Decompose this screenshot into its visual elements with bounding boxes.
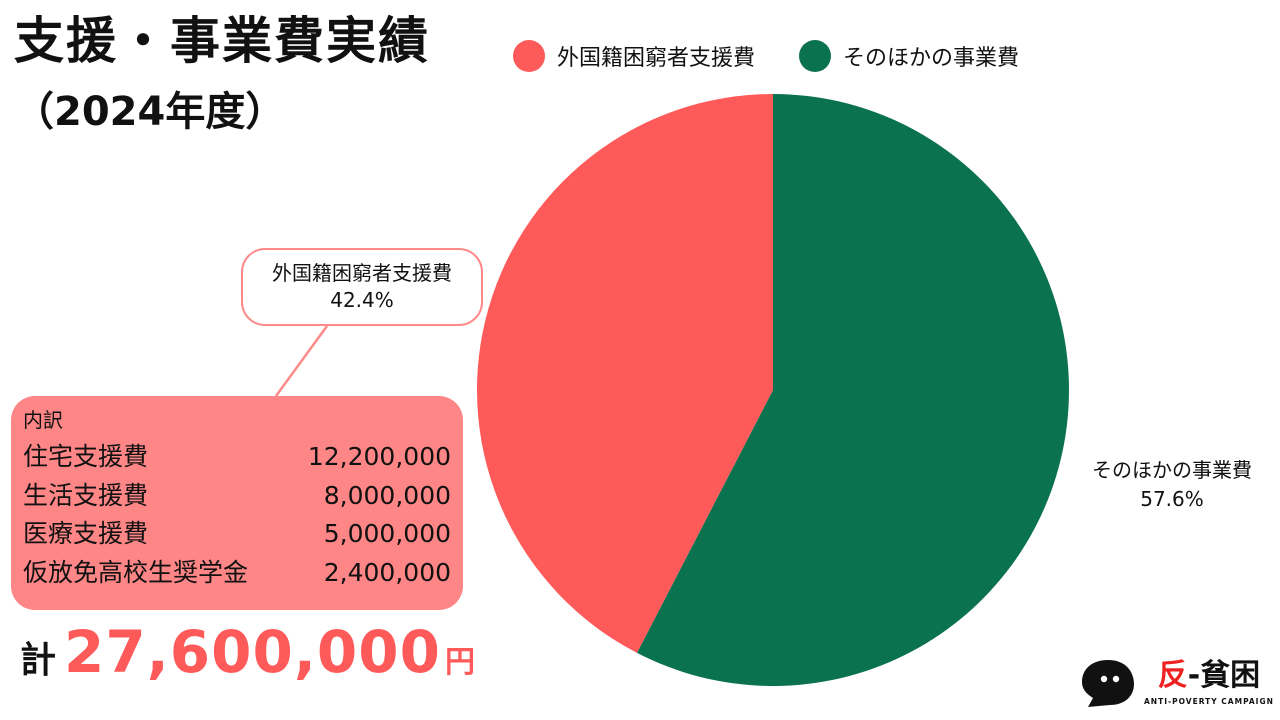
legend-swatch-green — [799, 40, 832, 72]
legend-label: そのほかの事業費 — [843, 46, 1020, 71]
legend-label: 外国籍困窮者支援費 — [557, 46, 756, 71]
logo-wordmark: 反-貧困 — [1157, 657, 1261, 693]
legend-item-foreign-support: 外国籍困窮者支援費 — [513, 40, 755, 72]
slice-percent: 42.4% — [330, 288, 394, 312]
breakdown-item-label: 医療支援費 — [23, 519, 149, 548]
pie-slice-foreign-support — [477, 94, 773, 653]
slice-label: 外国籍困窮者支援費 — [272, 261, 452, 285]
total-unit: 円 — [444, 645, 475, 680]
breakdown-row: 医療支援費 5,000,000 — [23, 515, 451, 554]
slice-label: そのほかの事業費 — [1092, 458, 1252, 482]
callout-connector — [274, 325, 329, 397]
total-label: 計 — [20, 640, 57, 681]
breakdown-item-value: 12,200,000 — [307, 442, 451, 471]
logo-text: 反-貧困 ANTI-POVERTY CAMPAIGN — [1144, 657, 1274, 706]
slice-label-other-expenses: そのほかの事業費 57.6% — [1062, 456, 1280, 514]
breakdown-title: 内訳 — [23, 408, 63, 432]
campaign-logo: 反-貧困 ANTI-POVERTY CAMPAIGN — [1080, 657, 1274, 709]
page-title: 支援・事業費実績 — [14, 12, 430, 70]
page-subtitle: （2024年度） — [14, 89, 286, 135]
breakdown-item-value: 8,000,000 — [323, 480, 451, 510]
breakdown-item-value: 5,000,000 — [323, 519, 451, 548]
mascot-icon — [1082, 660, 1134, 707]
total-amount: 計 27,600,000 円 — [20, 618, 475, 686]
breakdown-item-value: 2,400,000 — [323, 557, 451, 587]
breakdown-box: 内訳 住宅支援費 12,200,000 生活支援費 8,000,000 医療支援… — [11, 396, 463, 610]
chart-legend: 外国籍困窮者支援費 そのほかの事業費 — [513, 40, 1019, 72]
breakdown-row: 生活支援費 8,000,000 — [23, 477, 451, 516]
legend-item-other-expenses: そのほかの事業費 — [799, 40, 1019, 72]
legend-swatch-red — [513, 40, 545, 72]
total-value: 27,600,000 — [64, 618, 441, 686]
breakdown-item-label: 仮放免高校生奨学金 — [23, 557, 249, 587]
slice-callout-foreign-support: 外国籍困窮者支援費 42.4% — [241, 248, 483, 326]
breakdown-item-label: 生活支援費 — [23, 480, 149, 510]
pie-slice-other-expenses — [636, 94, 1070, 686]
breakdown-item-label: 住宅支援費 — [23, 442, 149, 471]
logo-tagline: ANTI-POVERTY CAMPAIGN — [1144, 696, 1274, 706]
breakdown-row: 住宅支援費 12,200,000 — [23, 438, 451, 477]
breakdown-row: 仮放免高校生奨学金 2,400,000 — [23, 554, 451, 593]
slice-percent: 57.6% — [1140, 487, 1204, 511]
